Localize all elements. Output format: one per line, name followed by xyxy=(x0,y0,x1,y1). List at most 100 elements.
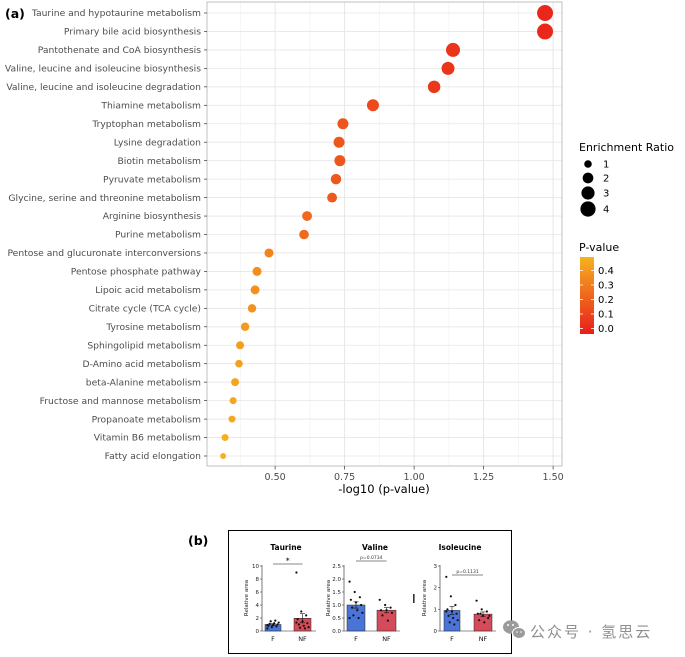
data-point xyxy=(349,598,352,601)
category-label: Biotin metabolism xyxy=(117,156,201,167)
data-point xyxy=(447,614,450,617)
y-tick-label: 1.5 xyxy=(332,590,341,596)
x-tick-label: NF xyxy=(479,635,488,643)
data-point xyxy=(358,596,361,599)
data-point xyxy=(305,614,308,617)
category-label: Pyruvate metabolism xyxy=(103,174,201,185)
data-point xyxy=(356,609,359,612)
bar-chart-title: Isoleucine xyxy=(439,543,482,552)
vertical-mark xyxy=(413,594,415,603)
data-point xyxy=(389,606,392,609)
colorbar-label: 0.3 xyxy=(598,281,614,292)
bubble-point xyxy=(537,23,554,40)
data-point xyxy=(488,614,491,617)
size-legend-label: 2 xyxy=(603,174,609,185)
y-axis-title: Relative area xyxy=(326,580,332,616)
bubble-point xyxy=(235,359,243,368)
data-point xyxy=(351,606,354,609)
category-label: Arginine biosynthesis xyxy=(103,211,202,222)
bar-chart-valine: Valine 0.0 0.5 1.0 1.5 2.0 2.5 Relative area F NF… xyxy=(326,543,400,643)
y-tick-label: 3 xyxy=(434,564,438,570)
category-label: Taurine and hypotaurine metabolism xyxy=(31,8,201,19)
x-tick-label: 1.25 xyxy=(473,472,494,483)
x-tick-label: F xyxy=(450,635,454,643)
x-tick-label: F xyxy=(354,635,358,643)
data-point xyxy=(303,627,307,630)
color-legend: P-value 0.4 0.3 0.2 0.1 0.0 xyxy=(579,241,619,335)
panel-a-label: (a) xyxy=(5,6,25,21)
category-label: Sphingolipid metabolism xyxy=(87,340,201,351)
data-point xyxy=(384,603,387,607)
size-legend: Enrichment Ratio 1 2 3 4 xyxy=(579,141,674,217)
size-legend-label: 1 xyxy=(603,160,609,171)
data-point xyxy=(448,621,451,624)
bubble-point xyxy=(221,434,229,442)
x-tick-label: 1.00 xyxy=(404,472,425,483)
category-label: Lipoic acid metabolism xyxy=(95,285,201,296)
data-point xyxy=(485,610,488,613)
data-point xyxy=(478,619,481,622)
bar-chart-title: Taurine xyxy=(270,543,301,552)
bar-chart-isoleucine: Isoleucine 0 1 2 3 Relative area F NF p=0.1131 xyxy=(422,543,496,643)
x-axis: 0.50 0.75 1.00 1.25 1.50 xyxy=(265,466,564,483)
bar-chart-taurine: Taurine 0 2 4 6 8 10 Relative area F NF * xyxy=(244,543,316,643)
bubble-point xyxy=(264,248,274,258)
data-point xyxy=(275,625,278,628)
x-tick-label: F xyxy=(271,635,275,643)
panel-b-label: (b) xyxy=(188,533,208,548)
data-point xyxy=(348,580,351,583)
significance-label: p=0.1131 xyxy=(456,569,479,575)
colorbar-label: 0.1 xyxy=(598,310,614,321)
wechat-icon-eye xyxy=(516,631,518,633)
data-point xyxy=(452,616,455,620)
data-point xyxy=(487,616,490,620)
y-tick-label: 4 xyxy=(256,603,260,609)
data-point xyxy=(348,616,351,620)
y-tick-label: 1 xyxy=(434,607,438,613)
data-point xyxy=(269,620,272,623)
y-tick-label: 2.0 xyxy=(332,577,341,583)
category-label: Lysine degradation xyxy=(114,137,201,148)
wechat-icon-bubble-small xyxy=(512,627,526,639)
y-tick-label: 2.5 xyxy=(332,564,341,570)
color-legend-title: P-value xyxy=(579,241,619,254)
category-label: beta-Alanine metabolism xyxy=(86,377,201,388)
data-point xyxy=(446,608,449,611)
colorbar xyxy=(580,257,594,334)
category-label: Glycine, serine and threonine metabolism xyxy=(8,193,201,204)
data-point xyxy=(295,621,298,624)
data-point xyxy=(268,622,271,625)
size-legend-title: Enrichment Ratio xyxy=(579,141,674,154)
bubble-point xyxy=(333,136,345,148)
category-label: Fructose and mannose metabolism xyxy=(40,396,201,407)
watermark: 公众号 · 氢思云 xyxy=(503,620,650,641)
data-point xyxy=(381,614,384,617)
data-point xyxy=(445,610,448,613)
data-point xyxy=(307,626,310,629)
bubble-point xyxy=(240,322,250,332)
data-point xyxy=(353,590,356,594)
category-label: Citrate cycle (TCA cycle) xyxy=(89,304,201,315)
data-point xyxy=(361,611,364,614)
category-label: Primary bile acid biosynthesis xyxy=(64,27,201,38)
data-point xyxy=(306,622,309,625)
data-point xyxy=(296,618,299,621)
x-axis-title: -log10 (p-value) xyxy=(338,482,430,496)
y-tick-label: 2 xyxy=(256,616,260,622)
category-label: Tyrosine metabolism xyxy=(105,322,201,333)
bubble-point xyxy=(231,378,240,387)
data-point xyxy=(390,611,394,614)
category-label: Pantothenate and CoA biosynthesis xyxy=(38,45,201,56)
x-tick-label: NF xyxy=(298,635,307,643)
data-point xyxy=(274,619,277,622)
bubble-point xyxy=(299,229,309,240)
panel-a: (a) Taurine and hypotaurine metabolism Pr… xyxy=(5,1,674,496)
size-legend-label: 4 xyxy=(603,205,609,216)
data-point xyxy=(302,624,305,627)
gridlines xyxy=(207,2,562,466)
data-point xyxy=(277,621,280,624)
bubble-point xyxy=(252,266,262,276)
wechat-icon-eye xyxy=(520,631,522,633)
